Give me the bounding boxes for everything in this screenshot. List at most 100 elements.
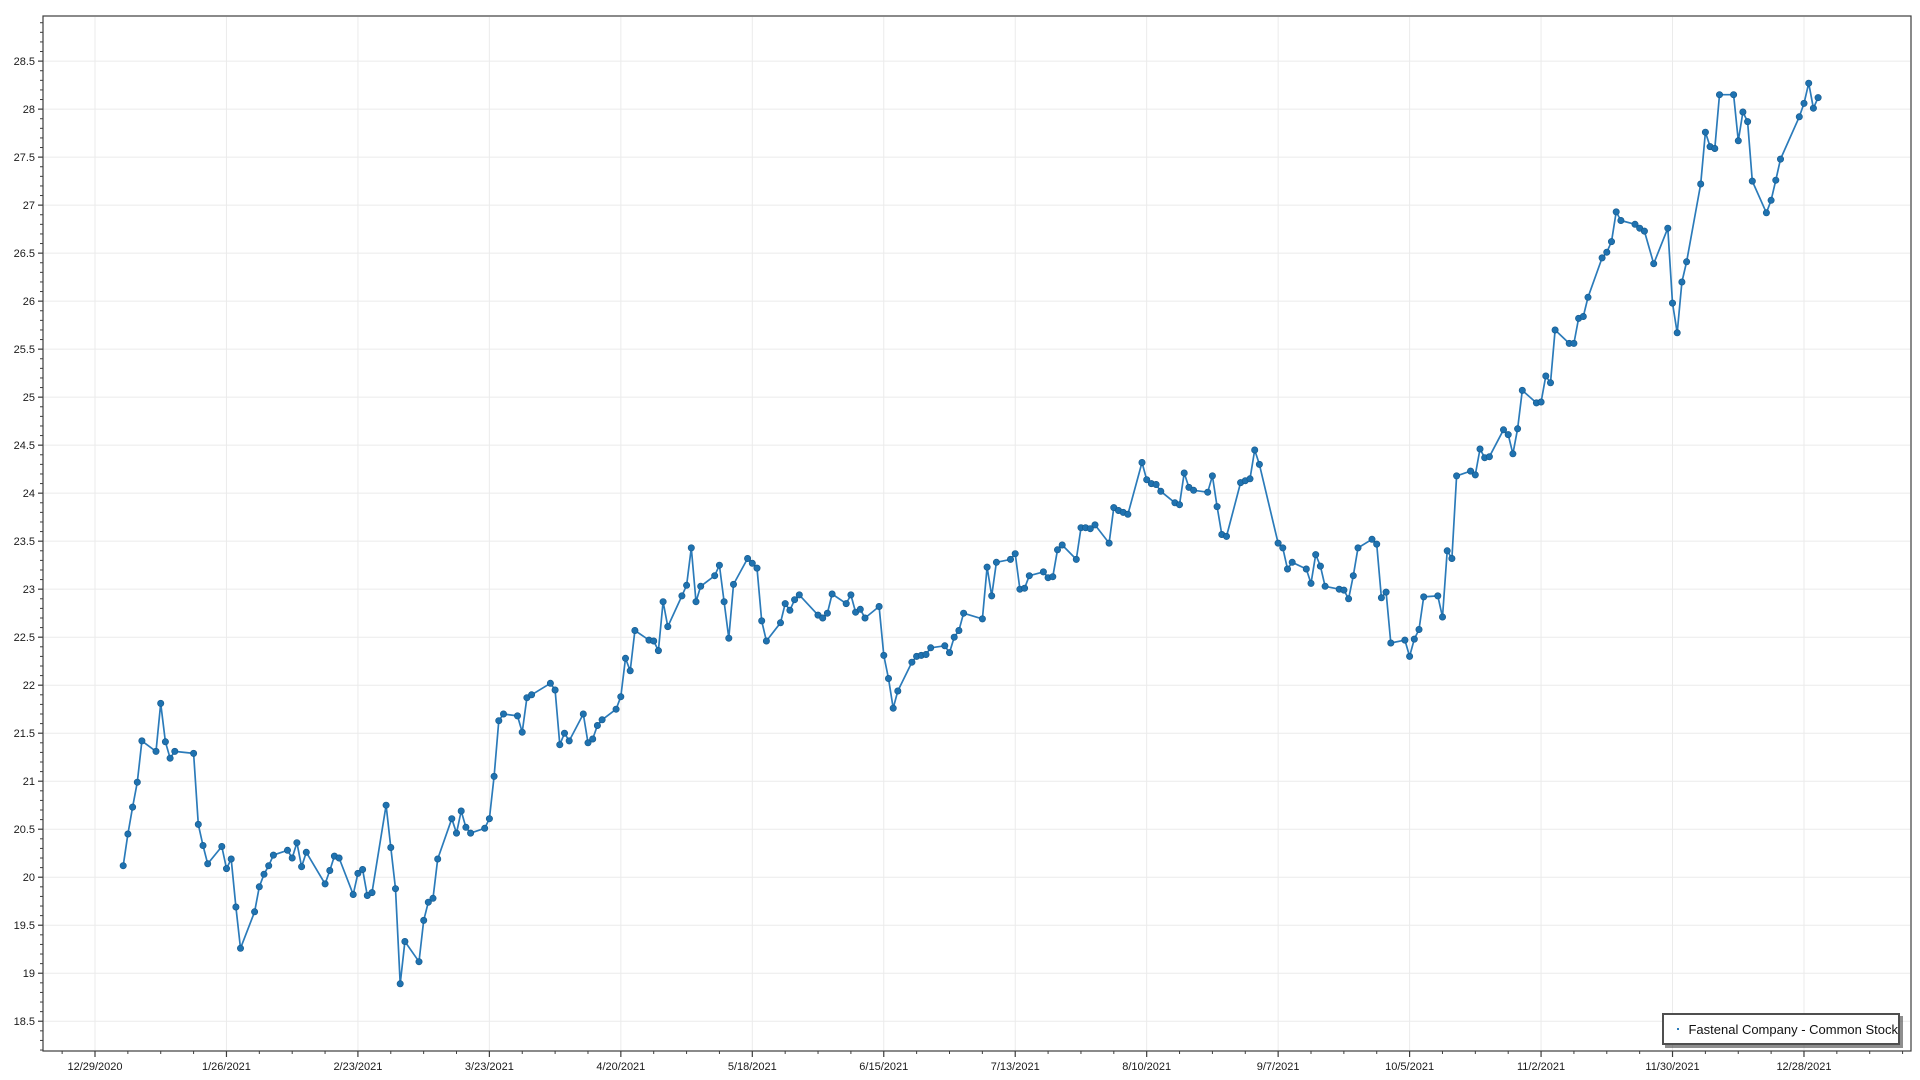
data-point xyxy=(945,649,953,657)
data-point xyxy=(1190,486,1198,494)
data-point xyxy=(1307,579,1315,587)
data-point xyxy=(368,889,376,897)
data-point xyxy=(194,820,202,828)
data-point xyxy=(1814,94,1822,102)
data-point xyxy=(387,843,395,851)
data-point xyxy=(1640,227,1648,235)
data-point xyxy=(1086,525,1094,533)
data-point xyxy=(748,559,756,567)
svg-text:6/15/2021: 6/15/2021 xyxy=(859,1061,908,1073)
data-point xyxy=(1631,220,1639,228)
data-point xyxy=(1401,636,1409,644)
data-point xyxy=(1049,573,1057,581)
data-point xyxy=(129,803,137,811)
data-point xyxy=(420,916,428,924)
data-point xyxy=(1157,487,1165,495)
data-point xyxy=(697,582,705,590)
data-point xyxy=(683,581,691,589)
svg-text:21: 21 xyxy=(23,776,35,788)
data-point xyxy=(1800,99,1808,107)
data-point xyxy=(1246,475,1254,483)
data-point xyxy=(1138,458,1146,466)
data-point xyxy=(1373,540,1381,548)
data-point xyxy=(251,908,259,916)
svg-text:11/30/2021: 11/30/2021 xyxy=(1645,1061,1699,1073)
data-point xyxy=(589,735,597,743)
data-point xyxy=(1744,118,1752,126)
svg-text:3/23/2021: 3/23/2021 xyxy=(465,1061,514,1073)
data-point xyxy=(725,634,733,642)
data-point xyxy=(1673,329,1681,337)
data-point xyxy=(119,862,127,870)
data-point xyxy=(1795,113,1803,121)
data-point xyxy=(1382,588,1390,596)
data-point xyxy=(922,650,930,658)
data-point xyxy=(1805,79,1813,87)
data-point xyxy=(1697,180,1705,188)
svg-text:23: 23 xyxy=(23,584,35,596)
data-point xyxy=(1664,224,1672,232)
data-point xyxy=(1612,208,1620,216)
data-point xyxy=(1251,446,1259,454)
data-point xyxy=(744,554,752,562)
data-point xyxy=(1683,258,1691,266)
data-point xyxy=(1021,584,1029,592)
data-point xyxy=(795,591,803,599)
data-point xyxy=(269,851,277,859)
data-point xyxy=(232,903,240,911)
data-point xyxy=(467,829,475,837)
data-point xyxy=(485,815,493,823)
data-point xyxy=(1603,248,1611,256)
svg-text:18.5: 18.5 xyxy=(14,1016,35,1028)
data-point xyxy=(1279,544,1287,552)
data-point xyxy=(565,737,573,745)
data-point xyxy=(283,846,291,854)
data-point xyxy=(631,626,639,634)
data-point xyxy=(1762,209,1770,217)
data-point xyxy=(593,721,601,729)
y-axis-labels: 18.5 19 19.5 20 20.5 21 21.5 22 22.5 23 23.5 24 24.5… xyxy=(14,56,35,1028)
data-point xyxy=(1608,238,1616,246)
data-point xyxy=(659,598,667,606)
data-point xyxy=(678,592,686,600)
svg-text:10/5/2021: 10/5/2021 xyxy=(1385,1061,1434,1073)
data-point xyxy=(452,829,460,837)
data-point xyxy=(1387,639,1395,647)
data-point xyxy=(1711,145,1719,153)
data-point xyxy=(983,563,991,571)
data-point xyxy=(1551,326,1559,334)
data-point xyxy=(1471,471,1479,479)
data-point xyxy=(1579,312,1587,320)
data-point xyxy=(1091,521,1099,529)
svg-text:20.5: 20.5 xyxy=(14,824,35,836)
data-point xyxy=(1410,635,1418,643)
data-point xyxy=(204,860,212,868)
data-point xyxy=(513,712,521,720)
data-point xyxy=(401,937,409,945)
svg-text:4/20/2021: 4/20/2021 xyxy=(596,1061,645,1073)
data-point xyxy=(762,637,770,645)
data-point xyxy=(133,778,141,786)
data-point xyxy=(560,729,568,737)
data-point xyxy=(481,824,489,832)
data-point xyxy=(1345,595,1353,603)
data-point xyxy=(1716,91,1724,99)
data-point xyxy=(1777,155,1785,163)
data-point xyxy=(166,754,174,762)
series-line xyxy=(122,82,1819,985)
svg-text:8/10/2021: 8/10/2021 xyxy=(1122,1061,1171,1073)
data-point xyxy=(753,564,761,572)
data-point xyxy=(1739,108,1747,116)
svg-text:2/23/2021: 2/23/2021 xyxy=(333,1061,382,1073)
data-point xyxy=(321,880,329,888)
data-point xyxy=(255,883,263,891)
data-point xyxy=(1011,550,1019,558)
data-point xyxy=(861,614,869,622)
data-point xyxy=(1598,254,1606,262)
data-point xyxy=(457,807,465,815)
svg-text:26.5: 26.5 xyxy=(14,248,35,260)
data-point xyxy=(298,863,306,871)
data-point xyxy=(1650,260,1658,268)
data-point xyxy=(1547,379,1555,387)
